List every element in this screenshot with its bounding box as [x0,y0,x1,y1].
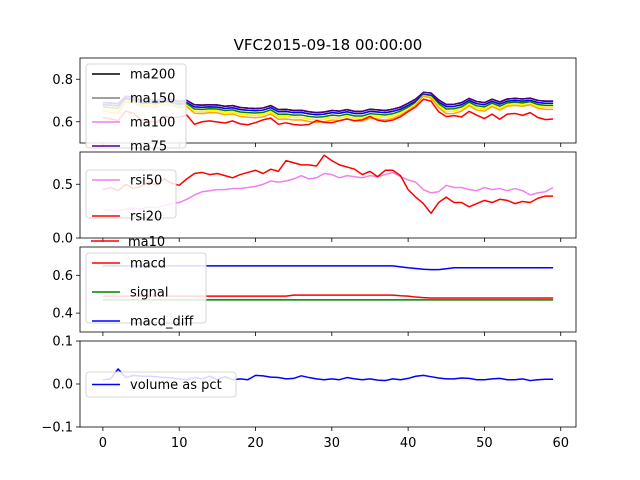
series-line-rsi20 [102,154,554,215]
y-tick-label: 0.8 [52,73,73,88]
legend-label-rsi20: rsi20 [130,210,162,225]
y-tick-label: 0.1 [52,335,73,350]
y-tick-label: −0.1 [41,421,73,436]
panel-rsi: 0.0 0.5 rsi50 rsi20 [52,151,577,247]
panel-rsi-frame [79,151,577,239]
legend-label-macd_diff: macd_diff [130,315,194,330]
panel-rsi-series [102,154,554,215]
y-tick-label: 0.5 [52,178,73,193]
panel-ma-legend: ma200 ma150 ma100 ma75 [85,63,187,155]
panel-ma-frame [79,57,577,144]
legend-box [85,371,237,398]
legend-label-ma75: ma75 [130,140,167,155]
legend-label-rsi50: rsi50 [130,174,162,189]
legend-label-ma100: ma100 [130,116,175,131]
legend-box [85,63,187,149]
panel-volume-legend: volume as pct [85,371,237,398]
x-tick-label: 0 [99,436,107,451]
y-tick-label: 0.0 [52,378,73,393]
y-tick-label: 0.6 [52,269,73,284]
chart-title: VFC2015-09-18 00:00:00 [234,36,423,54]
x-tick-label: 40 [400,436,417,451]
legend-clipped-label: ma10 [128,235,165,250]
y-tick-label: 0.0 [52,232,73,247]
legend-label-ma150: ma150 [130,92,175,107]
legend-label-volume-as-pct: volume as pct [130,378,222,393]
panel-macd-frame [79,246,577,333]
panel-macd: 0.4 0.6 ma10 macd signal macd_diff [52,235,577,336]
x-tick-label: 60 [552,436,569,451]
legend-label-ma200: ma200 [130,68,175,83]
x-tick-label: 10 [171,436,188,451]
panel-ma: 0.6 0.8 ma200 ma150 ma100 ma75 [52,57,577,155]
x-tick-label: 50 [476,436,493,451]
series-line-rsi50 [102,171,554,212]
panel-rsi-legend: rsi50 rsi20 [85,169,177,225]
x-tick-label: 30 [324,436,341,451]
panel-volume: −0.1 0.0 0.1 volume as pct [41,335,577,436]
legend-label-signal: signal [130,286,168,301]
legend-label-macd: macd [130,257,166,272]
panel-macd-legend: ma10 macd signal macd_diff [85,235,207,330]
x-tick-label: 20 [247,436,264,451]
y-tick-label: 0.6 [52,115,73,130]
legend-box [85,252,207,324]
y-tick-label: 0.4 [52,307,73,322]
legend-box [85,169,177,219]
